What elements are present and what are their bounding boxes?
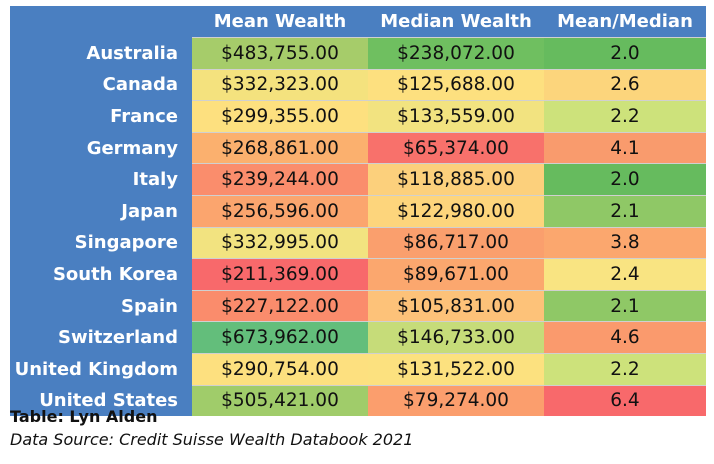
row-label: Switzerland: [10, 321, 192, 354]
mean-wealth-cell: $268,861.00: [192, 131, 368, 164]
mean-median-cell: 2.6: [544, 68, 706, 101]
mean-median-cell: 2.2: [544, 100, 706, 133]
header-row: Mean Wealth Median Wealth Mean/Median: [10, 6, 706, 38]
mean-median-cell: 2.4: [544, 258, 706, 291]
row-label: France: [10, 100, 192, 133]
median-wealth-cell: $118,885.00: [368, 163, 544, 196]
median-wealth-cell: $65,374.00: [368, 131, 544, 164]
mean-wealth-cell: $290,754.00: [192, 352, 368, 386]
mean-wealth-cell: $332,323.00: [192, 68, 368, 101]
mean-median-cell: 2.2: [544, 352, 706, 386]
row-label: United Kingdom: [10, 353, 192, 386]
row-label: Germany: [10, 132, 192, 164]
mean-wealth-cell: $211,369.00: [192, 258, 368, 291]
table-row: South Korea $211,369.00 $89,671.00 2.4: [10, 258, 706, 291]
table-row: Australia $483,755.00 $238,072.00 2.0: [10, 37, 706, 70]
median-wealth-cell: $131,522.00: [368, 352, 544, 386]
table-row: Singapore $332,995.00 $86,717.00 3.8: [10, 226, 706, 259]
wealth-table: Mean Wealth Median Wealth Mean/Median Au…: [10, 6, 706, 417]
table-row: United Kingdom $290,754.00 $131,522.00 2.2: [10, 352, 706, 386]
column-header-median-wealth: Median Wealth: [368, 6, 544, 38]
median-wealth-cell: $238,072.00: [368, 37, 544, 70]
row-label: United States: [10, 385, 192, 417]
median-wealth-cell: $89,671.00: [368, 258, 544, 291]
table-row: Japan $256,596.00 $122,980.00 2.1: [10, 194, 706, 228]
row-label: Singapore: [10, 227, 192, 259]
mean-wealth-cell: $673,962.00: [192, 321, 368, 354]
table-row: United States $505,421.00 $79,274.00 6.4: [10, 384, 706, 417]
row-label: Canada: [10, 69, 192, 101]
mean-wealth-cell: $227,122.00: [192, 289, 368, 322]
mean-wealth-cell: $505,421.00: [192, 384, 368, 417]
table-row: Germany $268,861.00 $65,374.00 4.1: [10, 131, 706, 164]
mean-median-cell: 6.4: [544, 384, 706, 417]
table-credit: Table: Lyn Alden: [10, 407, 158, 426]
table-row: France $299,355.00 $133,559.00 2.2: [10, 100, 706, 133]
column-header-mean-wealth: Mean Wealth: [192, 6, 368, 38]
row-label: Japan: [10, 195, 192, 228]
table-body: Australia $483,755.00 $238,072.00 2.0 Canada…: [10, 37, 706, 417]
mean-median-cell: 4.6: [544, 321, 706, 354]
mean-wealth-cell: $332,995.00: [192, 226, 368, 259]
row-label: Italy: [10, 163, 192, 196]
mean-median-cell: 4.1: [544, 131, 706, 164]
median-wealth-cell: $146,733.00: [368, 321, 544, 354]
median-wealth-cell: $122,980.00: [368, 194, 544, 228]
table-row: Spain $227,122.00 $105,831.00 2.1: [10, 289, 706, 322]
wealth-table-container: Mean Wealth Median Wealth Mean/Median Au…: [10, 6, 706, 417]
median-wealth-cell: $86,717.00: [368, 226, 544, 259]
column-header-mean-median: Mean/Median: [544, 6, 706, 38]
table-row: Italy $239,244.00 $118,885.00 2.0: [10, 163, 706, 196]
mean-wealth-cell: $483,755.00: [192, 37, 368, 70]
row-label: South Korea: [10, 258, 192, 291]
row-label: Spain: [10, 290, 192, 322]
mean-median-cell: 2.0: [544, 163, 706, 196]
mean-median-cell: 2.1: [544, 289, 706, 322]
mean-median-cell: 3.8: [544, 226, 706, 259]
median-wealth-cell: $133,559.00: [368, 100, 544, 133]
mean-wealth-cell: $239,244.00: [192, 163, 368, 196]
median-wealth-cell: $105,831.00: [368, 289, 544, 322]
data-source: Data Source: Credit Suisse Wealth Databo…: [10, 430, 414, 449]
table-row: Canada $332,323.00 $125,688.00 2.6: [10, 68, 706, 101]
mean-median-cell: 2.0: [544, 37, 706, 70]
row-label: Australia: [10, 37, 192, 70]
table-row: Switzerland $673,962.00 $146,733.00 4.6: [10, 321, 706, 354]
mean-wealth-cell: $299,355.00: [192, 100, 368, 133]
median-wealth-cell: $125,688.00: [368, 68, 544, 101]
mean-median-cell: 2.1: [544, 194, 706, 228]
median-wealth-cell: $79,274.00: [368, 384, 544, 417]
mean-wealth-cell: $256,596.00: [192, 194, 368, 228]
header-corner: [10, 6, 192, 38]
